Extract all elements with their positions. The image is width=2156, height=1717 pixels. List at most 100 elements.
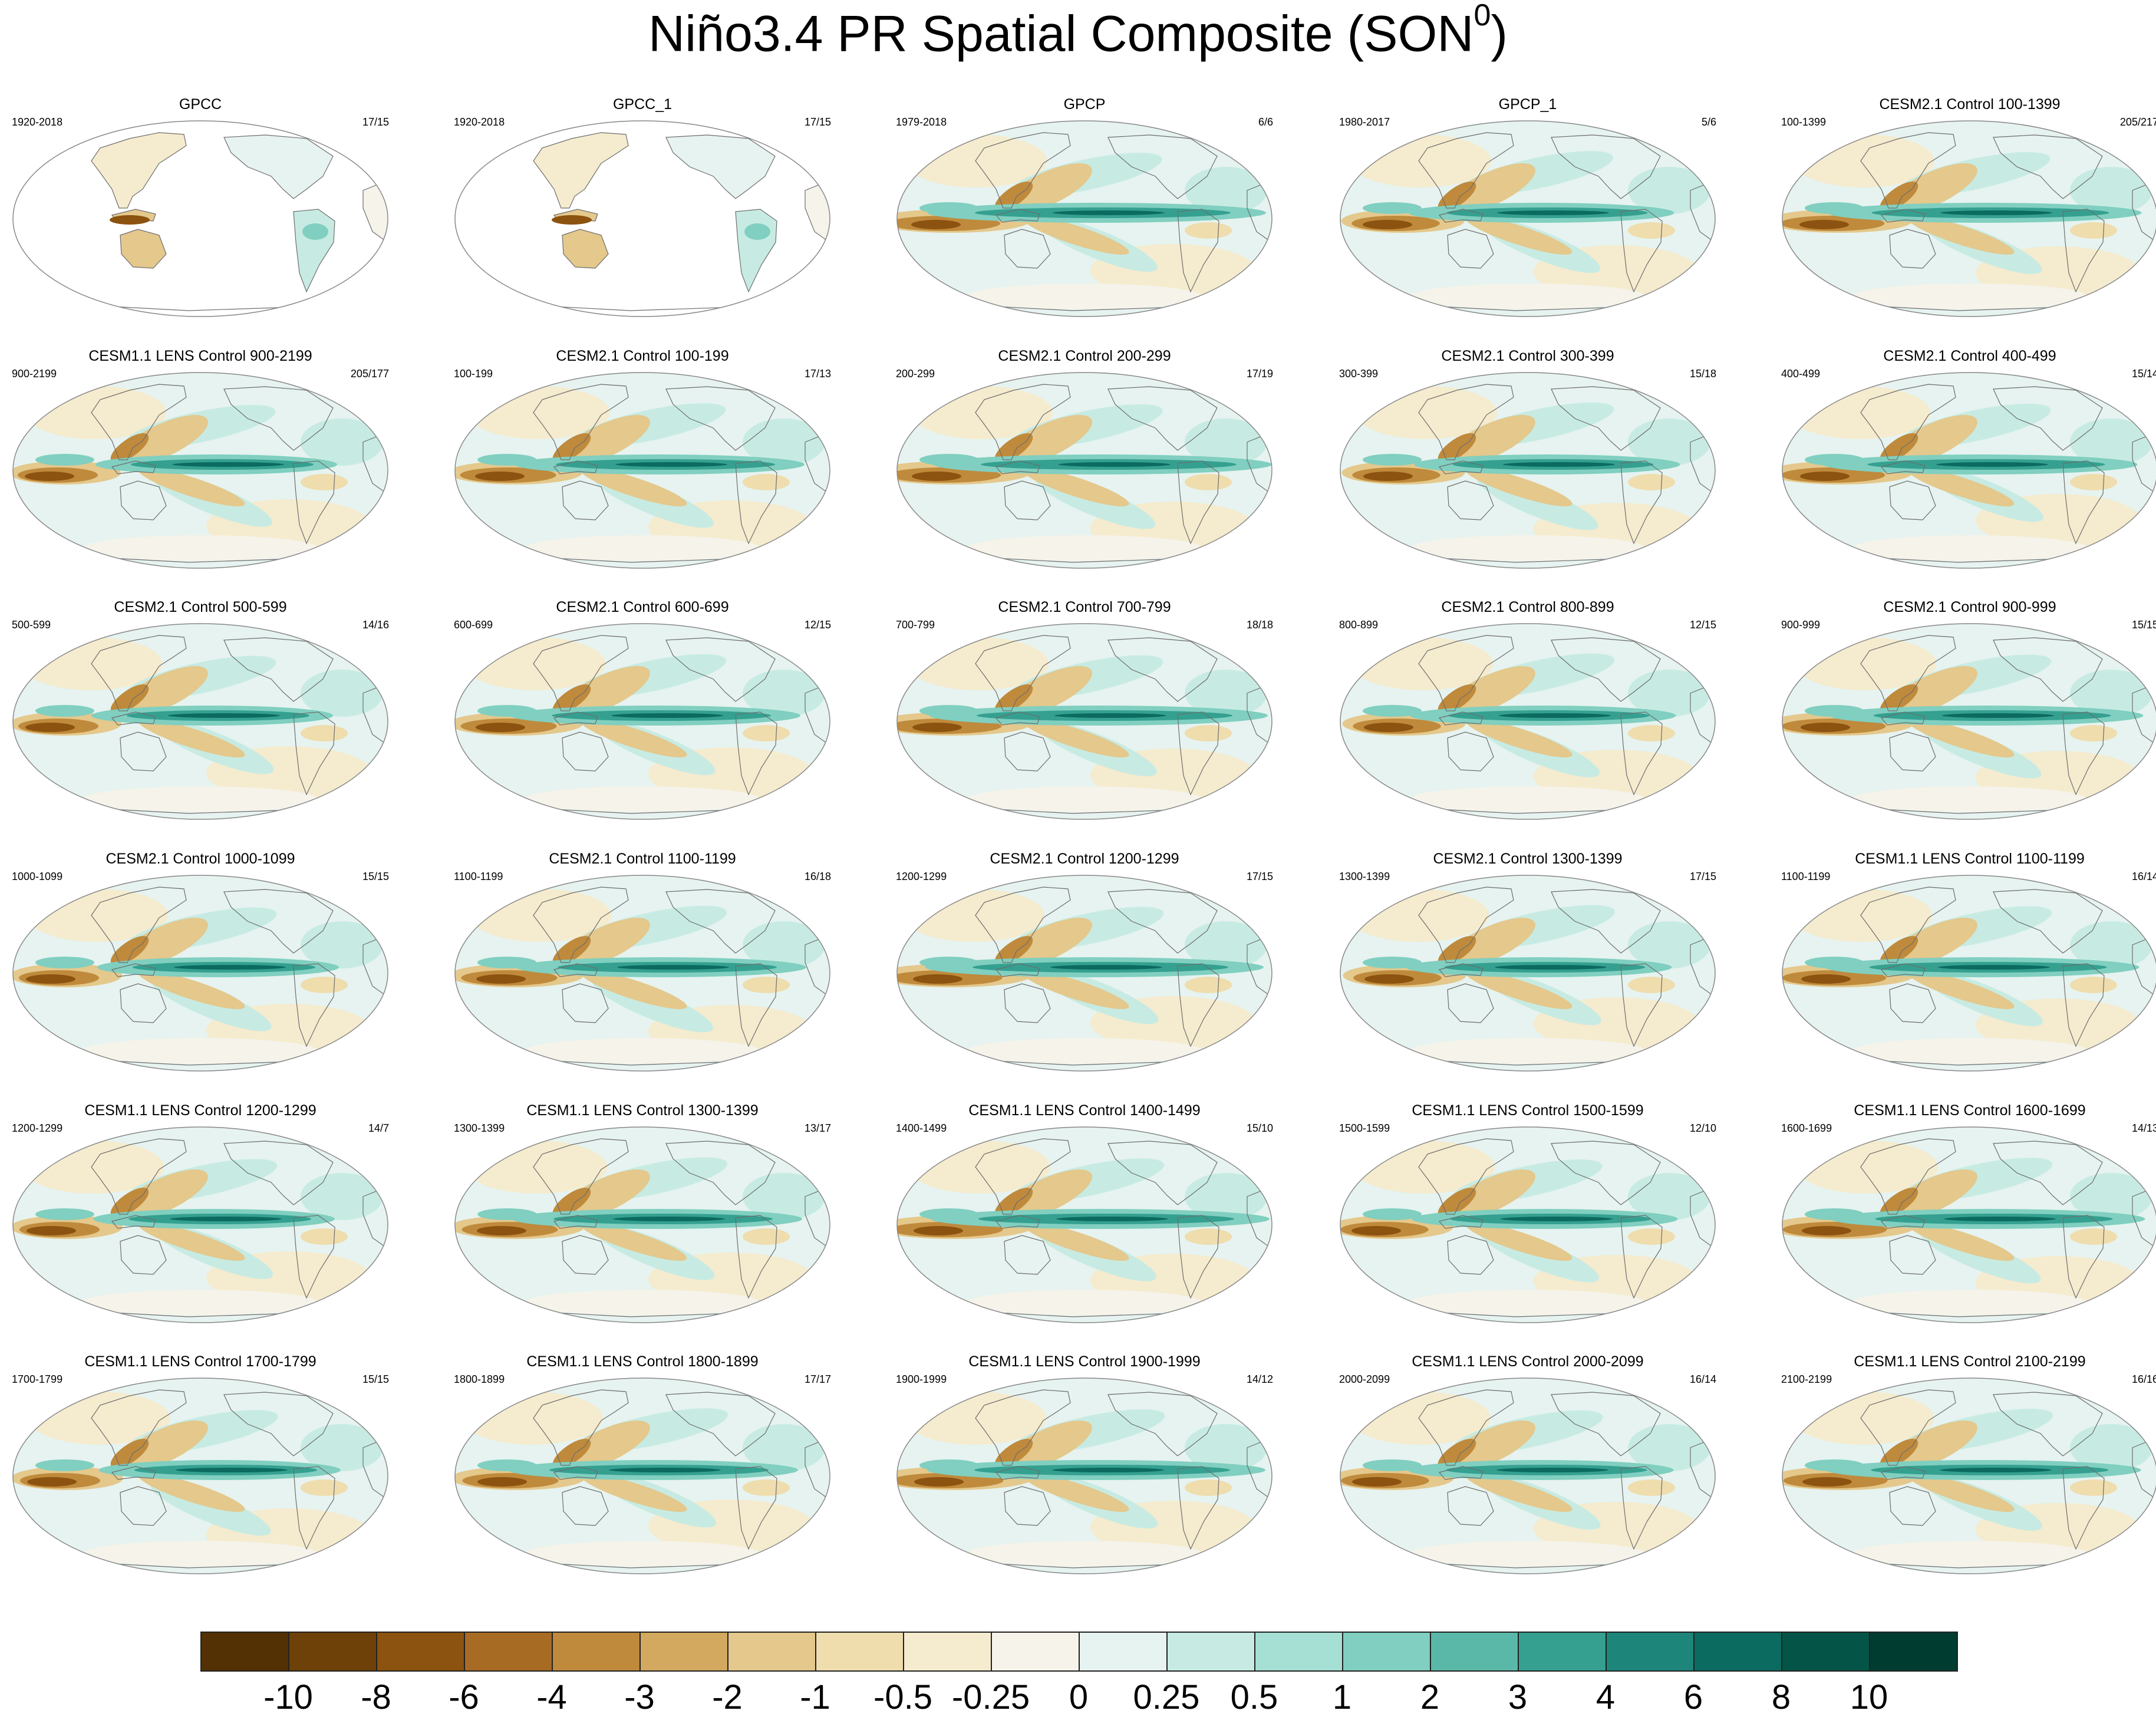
coastline-asia bbox=[975, 1389, 1071, 1466]
field-patch bbox=[2070, 921, 2152, 968]
coastline-maritime bbox=[995, 963, 1040, 977]
coastline-australia bbox=[1447, 1235, 1494, 1275]
coastline-australia bbox=[1004, 731, 1051, 772]
field-patch bbox=[1628, 921, 1710, 968]
field-patch bbox=[1410, 1038, 1646, 1064]
field-patch bbox=[477, 1226, 526, 1235]
field-patch bbox=[1465, 1472, 1573, 1512]
coastline-samerica bbox=[2062, 1466, 2105, 1550]
field-patch bbox=[138, 467, 245, 507]
field-patch bbox=[1363, 1459, 1422, 1471]
map-outline bbox=[454, 1377, 830, 1574]
figure-title-text: Niño3.4 PR Spatial Composite (SON bbox=[648, 5, 1474, 62]
colorbar-swatch bbox=[1430, 1632, 1519, 1672]
colorbar-tick-label: 1 bbox=[1332, 1678, 1352, 1716]
field-patch bbox=[2070, 1424, 2152, 1471]
coastline-australia bbox=[120, 229, 167, 269]
panel-years: 1980-2017 bbox=[1339, 116, 1390, 128]
field-patch bbox=[914, 1477, 964, 1487]
colorbar-tick-label: -1 bbox=[800, 1678, 830, 1716]
field-patch bbox=[1942, 713, 2054, 718]
coastline-greenland bbox=[765, 882, 802, 905]
field-patch bbox=[552, 1438, 591, 1469]
field-patch bbox=[1852, 786, 2088, 812]
colorbar-swatch bbox=[552, 1632, 641, 1672]
map-plot bbox=[12, 372, 388, 569]
panel-title: CESM1.1 LENS Control 1200-1299 bbox=[84, 1102, 317, 1119]
field-patch bbox=[1053, 210, 1165, 215]
field-patch bbox=[611, 713, 723, 718]
continents-layer bbox=[91, 1133, 388, 1323]
map-plot bbox=[1340, 1377, 1716, 1574]
coastline-asia bbox=[975, 132, 1071, 209]
field-patch bbox=[994, 181, 1033, 212]
field-patch bbox=[1000, 415, 1092, 467]
coastline-maritime bbox=[111, 711, 156, 726]
panel-years: 100-1399 bbox=[1781, 116, 1827, 128]
coastline-asia bbox=[91, 1138, 187, 1215]
field-layer bbox=[897, 121, 1272, 317]
map-panel: CESM2.1 Control 100-199 100-199 17/13 bbox=[448, 348, 837, 572]
field-patch bbox=[1465, 718, 1573, 758]
coastline-samerica bbox=[735, 963, 777, 1047]
panel-title: CESM2.1 Control 500-599 bbox=[114, 599, 287, 615]
map-outline bbox=[1340, 1377, 1716, 1574]
map-outline bbox=[454, 623, 830, 820]
field-patch bbox=[525, 1038, 760, 1064]
field-layer bbox=[1340, 875, 1715, 1071]
coastline-greenland bbox=[2092, 882, 2129, 905]
colorbar-tick-label: -0.5 bbox=[873, 1678, 932, 1716]
coastline-asia bbox=[1860, 1389, 1956, 1466]
field-patch bbox=[301, 1479, 348, 1496]
field-patch bbox=[1364, 974, 1414, 984]
coastline-samerica bbox=[1177, 711, 1219, 796]
coastline-samerica bbox=[293, 1466, 335, 1550]
coastline-australia bbox=[1004, 1486, 1051, 1526]
field-patch bbox=[1438, 181, 1476, 212]
map-outline bbox=[1340, 372, 1716, 569]
field-patch bbox=[1800, 472, 1850, 481]
panel-years: 2100-2199 bbox=[1781, 1373, 1832, 1385]
coastline-australia bbox=[1889, 1235, 1936, 1275]
field-patch bbox=[26, 974, 75, 984]
field-patch bbox=[27, 1477, 77, 1487]
field-patch bbox=[1052, 1468, 1164, 1472]
field-patch bbox=[1054, 713, 1166, 718]
map-outline bbox=[896, 120, 1272, 317]
panel-title: CESM2.1 Control 100-199 bbox=[556, 348, 729, 364]
panel-years: 1800-1899 bbox=[454, 1373, 505, 1385]
field-patch bbox=[1185, 1424, 1267, 1471]
panel-title: CESM2.1 Control 100-1399 bbox=[1879, 96, 2061, 113]
map-plot bbox=[1340, 623, 1716, 820]
panel-title: CESM2.1 Control 1100-1199 bbox=[549, 851, 736, 867]
field-patch bbox=[1936, 462, 2048, 467]
coastline-namerica bbox=[223, 1392, 334, 1456]
colorbar-swatch bbox=[1606, 1632, 1695, 1672]
field-patch bbox=[1185, 670, 1267, 717]
coastline-asia bbox=[1860, 132, 1956, 209]
panel-event-count: 15/15 bbox=[362, 1373, 389, 1385]
field-patch bbox=[967, 1541, 1202, 1567]
field-patch bbox=[1438, 935, 1476, 966]
map-plot bbox=[896, 1377, 1272, 1574]
coastline-greenland bbox=[1207, 630, 1244, 654]
field-patch bbox=[1363, 472, 1413, 481]
coastline-namerica bbox=[1993, 889, 2103, 954]
panel-years: 600-699 bbox=[454, 619, 493, 631]
coastline-australia bbox=[120, 1486, 167, 1526]
field-patch bbox=[1496, 1468, 1608, 1472]
coastline-maritime bbox=[553, 460, 598, 474]
field-patch bbox=[1059, 462, 1171, 467]
coastline-australia bbox=[120, 480, 167, 520]
coastline-greenland bbox=[1650, 127, 1687, 151]
coastline-namerica bbox=[665, 1141, 776, 1205]
field-layer bbox=[455, 1378, 830, 1574]
coastline-australia bbox=[1447, 983, 1494, 1023]
coastline-asia bbox=[533, 886, 629, 963]
panel-event-count: 15/15 bbox=[362, 871, 389, 882]
map-outline bbox=[12, 1126, 388, 1323]
coastline-namerica bbox=[223, 386, 334, 451]
field-patch bbox=[1628, 474, 1675, 490]
field-patch bbox=[1907, 1221, 2015, 1261]
field-patch bbox=[83, 1541, 318, 1567]
